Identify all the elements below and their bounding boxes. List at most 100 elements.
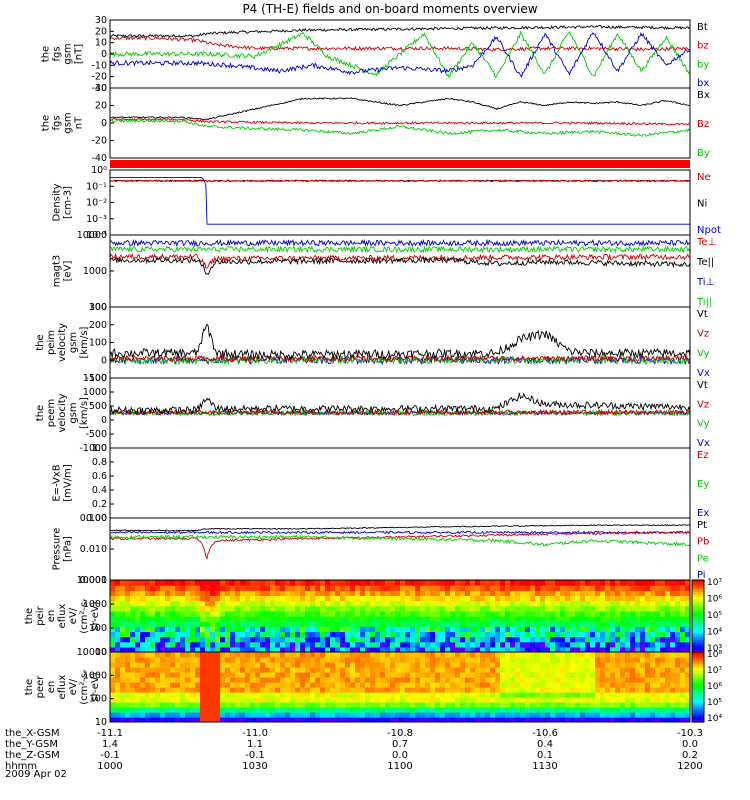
spectrogram-cell [440,692,446,698]
spectrogram-cell [340,610,346,617]
spectrogram-cell [435,641,441,648]
spectrogram-cell [600,631,606,638]
spectrogram-cell [405,590,411,597]
panel-frame [109,447,691,519]
spectrogram-cell [600,590,606,597]
spectrogram-cell [250,682,256,688]
spectrogram-cell [155,585,161,591]
spectrogram-cell [120,697,126,703]
spectrogram-cell [560,621,566,627]
spectrogram-cell [365,667,371,673]
spectrogram-cell [330,631,336,638]
spectrogram-cell [505,692,511,698]
spectrogram-cell [405,600,411,607]
spectrogram-cell [460,600,466,607]
spectrogram-cell [230,616,236,622]
spectrogram-cell [675,692,681,698]
series-line-By [110,118,690,138]
spectrogram-cell [510,621,516,627]
spectrogram-cell [165,641,171,648]
spectrogram-cell [630,641,636,648]
spectrogram-cell [565,605,571,612]
spectrogram-cell [380,610,386,617]
spectrogram-cell [310,672,316,678]
spectrogram-cell [495,677,501,683]
spectrogram-cell [440,697,446,703]
spectrogram-cell [450,590,456,597]
spectrogram-cell [375,626,381,633]
spectrogram-cell [490,672,496,678]
series-group [110,25,690,79]
spectrogram-cell [250,702,256,708]
spectrogram-cell [395,600,401,607]
spectrogram-cell [260,605,266,612]
spectrogram-cell [245,687,251,693]
spectrogram-cell [570,626,576,633]
spectrogram-cell [510,600,516,607]
spectrogram-cell [520,621,526,627]
ephemeris-value: 1130 [532,761,557,772]
spectrogram-cell [230,682,236,688]
spectrogram-cell [450,672,456,678]
spectrogram-cell [310,682,316,688]
spectrogram-cell [530,590,536,597]
spectrogram-cell [115,616,121,622]
spectrogram-cell [520,692,526,698]
spectrogram-cell [450,636,456,643]
spectrogram-cell [260,717,266,722]
spectrogram-cell [125,682,131,688]
spectrogram-cell [605,662,611,668]
spectrogram-cell [435,590,441,597]
spectrogram-cell [565,600,571,607]
spectrogram-cell [170,697,176,703]
spectrogram-cell [240,657,246,663]
spectrogram-cell [410,636,416,643]
spectrogram-cell [210,657,216,663]
spectrogram-cell [515,697,521,703]
spectrogram-cell [440,641,446,648]
spectrogram-cell [450,662,456,668]
spectrogram-cell [380,646,386,652]
spectrogram-cell [420,621,426,627]
spectrogram-cell [645,712,651,718]
spectrogram-cell [570,590,576,597]
spectrogram-cell [485,636,491,643]
spectrogram-cell [400,646,406,652]
spectrogram-cell [520,610,526,617]
spectrogram-cell [425,692,431,698]
spectrogram-cell [270,667,276,673]
spectrogram-cell [460,595,466,602]
spectrogram-cell [430,667,436,673]
spectrogram-cell [365,585,371,591]
spectrogram-cell [670,712,676,718]
spectrogram-cell [315,626,321,633]
spectrogram-cell [575,717,581,722]
spectrogram-cell [625,585,631,591]
spectrogram-cell [610,631,616,638]
spectrogram-cell [360,631,366,638]
spectrogram-cell [365,641,371,648]
spectrogram-cell [505,657,511,663]
spectrogram-cell [665,616,671,622]
spectrogram-cell [685,702,690,708]
spectrogram-cell [430,707,436,713]
spectrogram-cell [515,590,521,597]
spectrogram-cell [265,662,271,668]
spectrogram-cell [510,677,516,683]
spectrogram-cell [280,667,286,673]
spectrogram-cell [270,595,276,602]
spectrogram-cell [585,667,591,673]
spectrogram-cell [300,712,306,718]
spectrogram-cell [235,677,241,683]
spectrogram-cell [220,667,226,673]
y-axis-label-line: nT [74,116,85,129]
spectrogram-cell [130,657,136,663]
spectrogram-cell [415,657,421,663]
spectrogram-cell [465,702,471,708]
spectrogram-cell [155,687,161,693]
colorbar-cell [692,584,704,588]
spectrogram-cell [585,590,591,597]
spectrogram-cell [230,646,236,652]
spectrogram-cell [505,672,511,678]
